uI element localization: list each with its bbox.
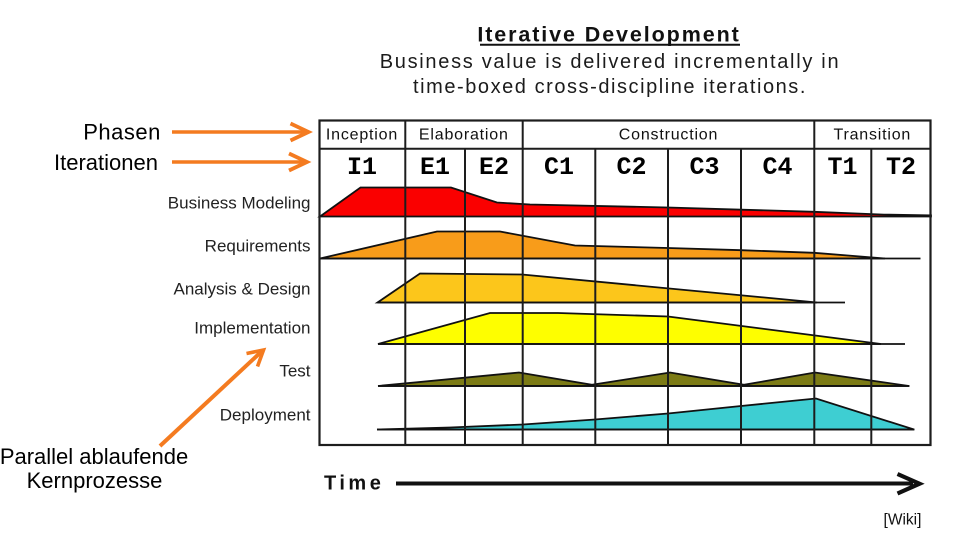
svg-text:C1: C1: [544, 153, 574, 182]
svg-text:T1: T1: [827, 153, 857, 182]
svg-text:Implementation: Implementation: [194, 318, 310, 337]
svg-text:Analysis & Design: Analysis & Design: [173, 279, 310, 298]
svg-text:Iterationen: Iterationen: [54, 150, 158, 175]
svg-text:E1: E1: [420, 153, 450, 182]
svg-text:Requirements: Requirements: [205, 237, 311, 256]
svg-text:I1: I1: [347, 153, 377, 182]
svg-text:C3: C3: [689, 153, 719, 182]
svg-text:[Wiki]: [Wiki]: [884, 512, 922, 529]
svg-text:Kernprozesse: Kernprozesse: [27, 468, 163, 493]
svg-text:Business Modeling: Business Modeling: [168, 194, 311, 213]
svg-text:Iterative Development: Iterative Development: [477, 23, 740, 47]
svg-text:C2: C2: [616, 153, 646, 182]
svg-text:E2: E2: [479, 153, 509, 182]
svg-text:Deployment: Deployment: [220, 405, 311, 424]
svg-text:Elaboration: Elaboration: [419, 126, 509, 143]
svg-text:Phasen: Phasen: [83, 120, 161, 145]
svg-text:T2: T2: [886, 153, 916, 182]
svg-text:Test: Test: [279, 362, 310, 381]
svg-text:Construction: Construction: [619, 126, 718, 143]
svg-text:Time: Time: [324, 472, 384, 494]
svg-text:C4: C4: [762, 153, 792, 182]
svg-text:Parallel ablaufende: Parallel ablaufende: [0, 444, 188, 469]
svg-text:Transition: Transition: [833, 126, 911, 143]
svg-text:time-boxed cross-discipline it: time-boxed cross-discipline iterations.: [413, 76, 807, 98]
svg-text:Business value is delivered in: Business value is delivered incrementall…: [380, 51, 841, 73]
svg-text:Inception: Inception: [326, 126, 398, 143]
